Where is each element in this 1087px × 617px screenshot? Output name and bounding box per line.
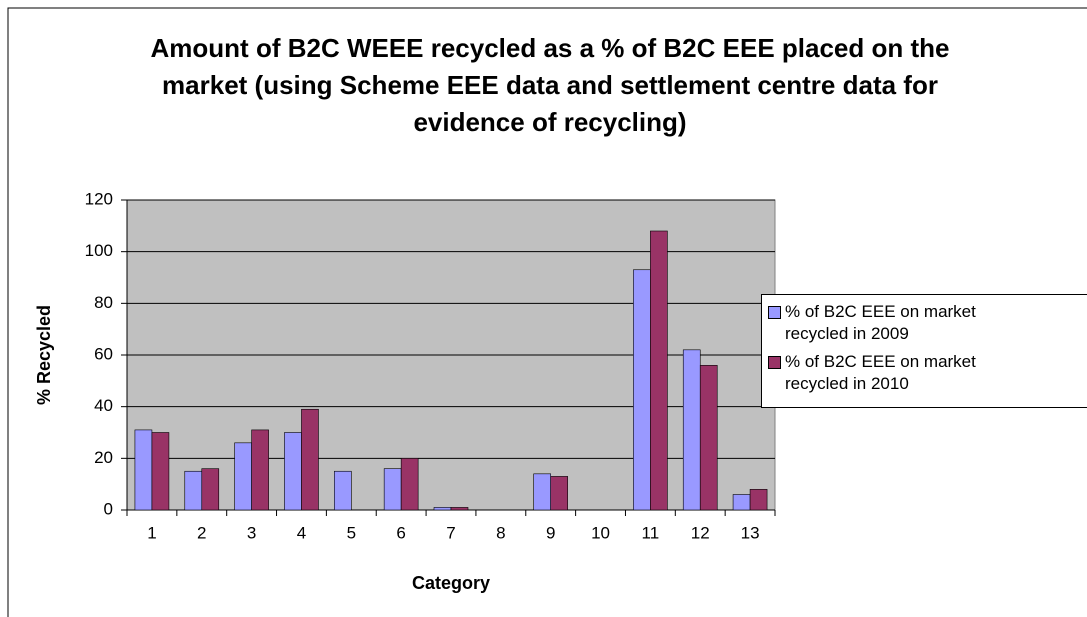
x-tick-label: 5 [347, 523, 356, 542]
bar [550, 476, 568, 511]
chart-title: Amount of B2C WEEE recycled as a % of B2… [150, 33, 950, 137]
legend: % of B2C EEE on market recycled in 2009%… [761, 294, 1087, 408]
x-axis-label: Category [412, 573, 490, 593]
bar [433, 507, 452, 511]
y-tick-label: 100 [85, 241, 113, 260]
x-tick-label: 1 [147, 523, 156, 542]
bar [682, 349, 701, 511]
y-tick-label: 120 [85, 189, 113, 208]
bar [284, 432, 302, 511]
bar [134, 429, 153, 511]
x-tick-label: 6 [396, 523, 405, 542]
y-tick-label: 0 [104, 499, 113, 518]
y-tick-label: 80 [94, 293, 113, 312]
bar [533, 473, 551, 511]
x-tick-label: 4 [297, 523, 306, 542]
x-tick-label: 3 [247, 523, 256, 542]
legend-label: % of B2C EEE on market recycled in 2010 [785, 352, 976, 393]
x-tick-label: 9 [546, 523, 555, 542]
bar [383, 468, 402, 511]
x-tick-label: 12 [691, 523, 710, 542]
bar [234, 442, 252, 511]
bar [699, 365, 718, 511]
legend-swatch [768, 356, 781, 369]
legend-item: % of B2C EEE on market recycled in 2009 [768, 301, 1087, 345]
bar [732, 494, 751, 511]
x-tick-label: 7 [446, 523, 455, 542]
y-tick-label: 60 [94, 344, 113, 363]
bar [400, 458, 419, 511]
legend-swatch [768, 306, 781, 319]
x-tick-label: 13 [741, 523, 760, 542]
y-tick-label: 20 [94, 448, 113, 467]
y-tick-label: 40 [94, 396, 113, 415]
bar [301, 408, 319, 511]
x-tick-label: 11 [642, 523, 660, 542]
chart-frame [7, 7, 1087, 617]
legend-item: % of B2C EEE on market recycled in 2010 [768, 351, 1087, 395]
bar [251, 429, 269, 511]
bar [650, 230, 668, 511]
x-tick-label: 2 [197, 523, 206, 542]
bar [749, 489, 768, 511]
legend-label: % of B2C EEE on market recycled in 2009 [785, 302, 976, 343]
y-axis-label: % Recycled [34, 305, 54, 405]
x-tick-label: 8 [496, 523, 505, 542]
bar [334, 470, 352, 511]
bar [450, 507, 469, 511]
bar [201, 468, 220, 511]
bar [633, 269, 651, 511]
x-tick-label: 10 [591, 523, 610, 542]
bar [151, 432, 170, 511]
bar [184, 470, 203, 511]
